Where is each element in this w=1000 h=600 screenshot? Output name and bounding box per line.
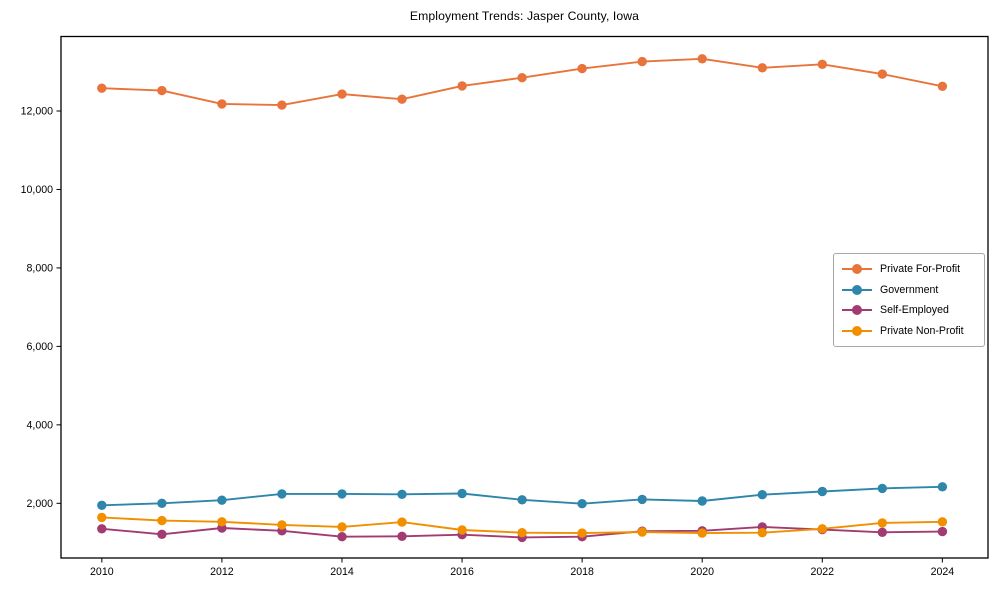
data-point-private-non-profit-2020 xyxy=(697,528,707,538)
data-point-private-for-profit-2016 xyxy=(457,81,467,91)
data-point-private-for-profit-2017 xyxy=(517,73,527,83)
legend-item-private-for-profit: Private For-Profit xyxy=(842,260,976,278)
data-point-private-non-profit-2019 xyxy=(637,527,647,537)
x-tick-label: 2018 xyxy=(570,566,594,578)
y-tick-label: 4,000 xyxy=(26,419,53,431)
data-point-private-for-profit-2024 xyxy=(937,81,948,92)
x-tick-label: 2020 xyxy=(690,566,714,578)
data-point-private-non-profit-2011 xyxy=(157,515,167,526)
legend: Private For-Profit Government Self-Employe… xyxy=(833,253,985,347)
x-tick-label: 2014 xyxy=(330,566,354,578)
legend-item-self-employed: Self-Employed xyxy=(842,301,976,319)
legend-marker-icon xyxy=(842,325,872,336)
data-point-private-for-profit-2013 xyxy=(277,100,287,110)
data-point-government-2012 xyxy=(217,495,227,505)
legend-label: Self-Employed xyxy=(880,304,949,317)
data-point-private-for-profit-2014 xyxy=(337,89,347,99)
legend-marker-icon xyxy=(842,305,872,316)
data-point-government-2019 xyxy=(637,494,647,505)
plot-border xyxy=(60,35,989,559)
x-tick-label: 2010 xyxy=(90,566,114,578)
legend-label: Government xyxy=(880,283,939,296)
legend-marker-icon xyxy=(842,284,872,295)
x-tick-label: 2022 xyxy=(811,566,835,578)
data-point-private-non-profit-2023 xyxy=(877,518,887,528)
data-point-private-for-profit-2020 xyxy=(697,54,707,64)
data-point-self-employed-2010 xyxy=(97,524,107,534)
legend-label: Private Non-Profit xyxy=(880,324,964,337)
data-point-self-employed-2024 xyxy=(937,526,948,537)
data-point-private-for-profit-2012 xyxy=(217,99,227,109)
data-point-government-2017 xyxy=(517,495,527,505)
data-point-private-non-profit-2013 xyxy=(277,520,287,530)
data-point-private-for-profit-2021 xyxy=(757,63,767,73)
legend-item-government: Government xyxy=(842,281,976,299)
data-point-government-2013 xyxy=(277,489,287,499)
data-point-government-2011 xyxy=(157,498,167,508)
data-point-private-non-profit-2018 xyxy=(577,528,587,538)
data-point-private-for-profit-2019 xyxy=(637,56,647,67)
data-point-government-2024 xyxy=(937,482,948,492)
x-tick-label: 2016 xyxy=(450,566,474,578)
data-point-self-employed-2014 xyxy=(337,532,347,542)
legend-label: Private For-Profit xyxy=(880,263,961,276)
data-point-private-for-profit-2022 xyxy=(817,59,827,69)
data-point-private-for-profit-2018 xyxy=(577,63,587,74)
data-point-government-2014 xyxy=(337,489,347,499)
data-point-self-employed-2011 xyxy=(157,529,167,539)
data-point-private-for-profit-2023 xyxy=(877,69,887,79)
data-point-government-2021 xyxy=(757,490,767,500)
data-point-private-non-profit-2015 xyxy=(397,517,407,527)
data-point-self-employed-2023 xyxy=(877,527,887,537)
data-point-government-2010 xyxy=(97,500,107,510)
data-point-government-2016 xyxy=(457,488,467,499)
data-point-government-2023 xyxy=(877,483,887,494)
data-point-private-for-profit-2011 xyxy=(157,85,167,96)
data-point-government-2015 xyxy=(397,489,407,499)
chart-title: Employment Trends: Jasper County, Iowa xyxy=(409,9,640,23)
data-point-private-non-profit-2017 xyxy=(517,528,527,538)
data-point-private-for-profit-2010 xyxy=(97,83,107,93)
data-point-private-non-profit-2024 xyxy=(937,517,948,527)
data-point-private-non-profit-2016 xyxy=(457,525,467,535)
x-tick-label: 2012 xyxy=(210,566,234,578)
data-point-private-non-profit-2014 xyxy=(337,522,347,532)
y-tick-label: 6,000 xyxy=(26,341,53,353)
data-point-private-non-profit-2012 xyxy=(217,517,227,527)
y-tick-label: 12,000 xyxy=(21,106,54,118)
y-tick-label: 10,000 xyxy=(21,184,54,196)
data-point-government-2018 xyxy=(577,499,587,509)
data-point-private-non-profit-2022 xyxy=(817,524,827,534)
y-tick-label: 8,000 xyxy=(26,263,53,275)
data-point-government-2022 xyxy=(817,486,827,497)
y-tick-label: 2,000 xyxy=(26,498,53,510)
data-point-private-non-profit-2010 xyxy=(97,512,107,523)
data-point-government-2020 xyxy=(697,496,707,506)
legend-marker-icon xyxy=(842,264,872,275)
data-point-private-non-profit-2021 xyxy=(757,528,767,538)
data-point-private-for-profit-2015 xyxy=(397,94,407,104)
legend-item-private-non-profit: Private Non-Profit xyxy=(842,322,976,340)
data-point-self-employed-2015 xyxy=(397,531,407,541)
x-tick-label: 2024 xyxy=(931,566,955,578)
